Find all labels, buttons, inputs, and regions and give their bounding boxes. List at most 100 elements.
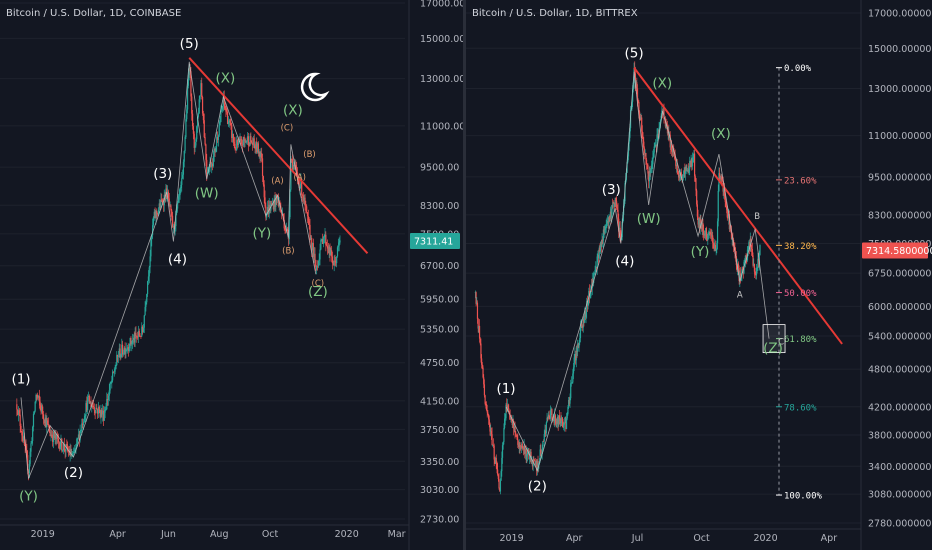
x-tick-label: Apr	[566, 533, 583, 544]
candle-body	[594, 269, 596, 273]
candle-body	[702, 222, 704, 232]
candle-body	[664, 118, 666, 127]
candle-body	[632, 89, 634, 102]
candle-body	[317, 260, 319, 267]
candle-body	[89, 401, 91, 404]
bittrex-chart-svg[interactable]: 2780.00000000 3080.00000000 3400.00000000 3…	[466, 0, 932, 550]
candle-body	[640, 117, 642, 120]
candle-body	[230, 122, 232, 126]
candle-body	[754, 271, 756, 274]
candle-body	[16, 404, 18, 410]
candle-body	[34, 401, 36, 412]
y-tick-label: 15000.00000000	[868, 44, 932, 55]
candle-body	[698, 218, 701, 228]
candle-body	[190, 71, 192, 97]
chart-panel-bittrex[interactable]: 2780.00000000 3080.00000000 3400.00000000 3…	[466, 0, 932, 550]
candle-body	[596, 256, 598, 269]
candle-body	[651, 164, 653, 167]
candle-body	[542, 441, 544, 449]
candle-body	[605, 224, 607, 227]
fib-level-label: 78.60%	[784, 403, 817, 413]
candle-body	[220, 110, 222, 122]
candle-body	[227, 121, 229, 124]
candle-body	[508, 408, 510, 412]
candle-body	[97, 406, 100, 414]
candle-body	[195, 139, 197, 146]
candle-body	[753, 264, 756, 272]
candle-body	[327, 248, 329, 254]
candle-body	[232, 133, 234, 142]
candle-body	[62, 450, 64, 452]
candle-body	[695, 178, 697, 191]
candle-body	[540, 453, 543, 456]
wave-label: (X)	[215, 71, 235, 87]
candle-body	[483, 384, 486, 396]
candle-body	[98, 406, 100, 411]
candle-body	[29, 451, 31, 464]
candle-body	[693, 153, 695, 158]
wave-label: (X)	[652, 75, 672, 91]
candle-body	[642, 137, 644, 142]
candle-body	[278, 203, 280, 206]
candle-body	[177, 196, 180, 203]
candle-body	[167, 191, 170, 199]
fib-level-label: 0.00%	[784, 64, 812, 74]
candle-body	[731, 238, 733, 240]
candle-body	[604, 226, 607, 230]
candle-body	[57, 438, 60, 443]
candle-body	[568, 399, 570, 408]
x-tick-label: Jul	[631, 533, 643, 544]
candle-body	[506, 405, 508, 412]
y-tick-label: 3800.00000000	[868, 430, 932, 441]
candle-body	[157, 209, 160, 215]
y-tick-label: 9500.00000000	[868, 172, 932, 183]
x-tick-label: 2019	[499, 533, 523, 544]
candle-body	[256, 141, 258, 153]
wave-label: (B)	[282, 247, 294, 257]
candle-body	[323, 236, 325, 238]
candle-body	[537, 461, 539, 469]
candle-body	[535, 460, 537, 465]
wave-label: (X)	[711, 126, 731, 142]
candle-body	[311, 243, 314, 251]
candle-body	[617, 209, 619, 219]
wave-label: (C)	[281, 123, 294, 133]
candle-body	[124, 347, 126, 354]
candle-body	[737, 263, 740, 269]
candle-body	[497, 469, 499, 475]
candle-body	[53, 431, 55, 438]
candle-body	[276, 196, 279, 200]
candle-body	[174, 226, 176, 229]
candle-body	[517, 439, 519, 445]
candle-body	[81, 423, 83, 431]
candle-body	[756, 267, 758, 269]
chart-panel-coinbase[interactable]: 2730.00 3030.00 3350.00 3750.00 4150.00 4750.…	[0, 0, 466, 550]
x-tick-label: Mar	[388, 529, 406, 540]
candle-body	[107, 395, 110, 401]
candle-body	[684, 170, 686, 174]
candle-body	[130, 337, 132, 345]
candle-body	[42, 406, 44, 415]
candle-body	[262, 176, 264, 185]
candle-body	[138, 331, 140, 336]
candle-body	[122, 353, 125, 355]
coinbase-chart-svg[interactable]: 2730.00 3030.00 3350.00 3750.00 4150.00 4750.…	[0, 0, 466, 550]
candle-body	[712, 235, 714, 243]
candle-body	[263, 184, 265, 198]
y-tick-label: 3030.00	[420, 485, 459, 496]
candle-body	[170, 205, 172, 211]
panel-divider[interactable]	[463, 0, 466, 550]
wave-count-path	[20, 61, 317, 479]
candle-body	[597, 254, 600, 259]
candle-body	[179, 188, 181, 196]
candle-body	[141, 326, 143, 337]
candle-body	[214, 148, 216, 152]
candle-body	[489, 423, 491, 432]
resistance-trendline	[633, 67, 843, 345]
candle-body	[593, 273, 595, 283]
candle-body	[334, 260, 336, 262]
candle-body	[247, 136, 249, 146]
candle-body	[701, 222, 703, 229]
candle-body	[336, 247, 339, 257]
candle-body	[477, 318, 479, 329]
